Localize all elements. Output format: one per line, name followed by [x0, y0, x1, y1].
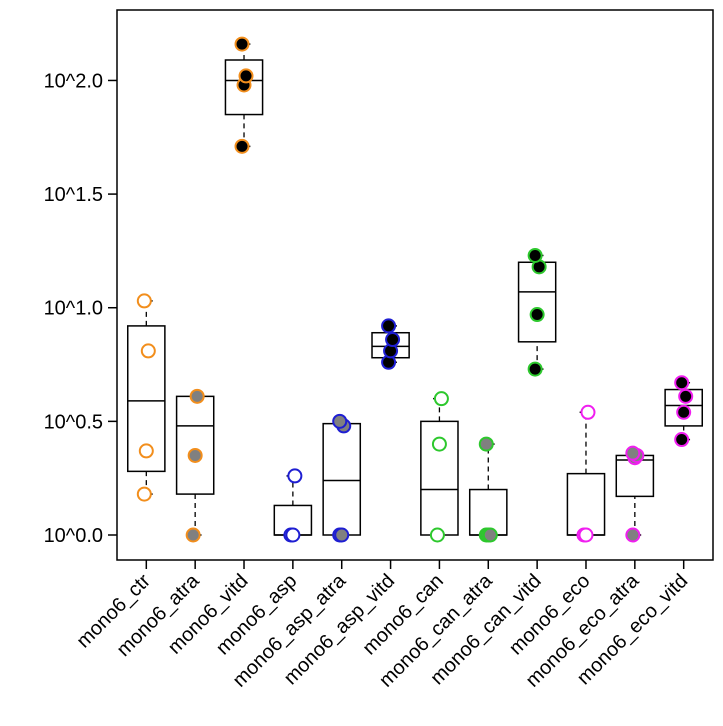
data-point [431, 436, 447, 452]
y-tick-label: 10^2.0 [44, 70, 103, 92]
y-tick-label: 10^0.5 [44, 411, 103, 433]
data-point [287, 468, 303, 484]
data-point [136, 293, 152, 309]
box-iqr [224, 59, 264, 116]
data-point [285, 527, 301, 543]
points-layer [136, 36, 694, 543]
data-point [678, 388, 694, 404]
data-point [674, 375, 690, 391]
box-group [420, 397, 459, 536]
y-axis: 10^0.0 10^0.5 10^1.0 10^1.5 10^2.0 [44, 70, 117, 547]
plot-frame [116, 9, 714, 561]
data-point [674, 432, 690, 448]
box-group [566, 411, 606, 536]
data-point [334, 527, 350, 543]
data-point [529, 307, 545, 323]
box-group [468, 443, 508, 536]
data-point [138, 443, 154, 459]
box-group [126, 300, 166, 495]
data-point [676, 404, 692, 420]
data-point [429, 527, 445, 543]
y-tick-label: 10^1.0 [44, 298, 103, 320]
data-point [136, 486, 152, 502]
box-iqr [175, 395, 215, 495]
data-point [527, 247, 543, 263]
data-point [482, 527, 498, 543]
data-point [625, 445, 641, 461]
data-point [234, 138, 250, 154]
data-point [140, 343, 156, 359]
data-point [578, 527, 594, 543]
box-group [322, 420, 362, 536]
box-iqr [566, 472, 606, 536]
box-group [224, 43, 264, 148]
data-point [381, 318, 397, 334]
box-group [273, 475, 313, 536]
data-point [527, 361, 543, 377]
x-axis: mono6_ctrmono6_atramono6_vitdmono6_aspmo… [72, 560, 692, 692]
boxes-layer [126, 43, 704, 536]
data-point [580, 404, 596, 420]
data-point [332, 413, 348, 429]
data-point [238, 68, 254, 84]
data-point [189, 388, 205, 404]
data-point [478, 436, 494, 452]
box-group [175, 395, 215, 536]
y-tick-label: 10^0.0 [44, 525, 103, 547]
y-tick-label: 10^1.5 [44, 184, 103, 206]
data-point [385, 332, 401, 348]
box-iqr [126, 325, 166, 473]
data-point [433, 391, 449, 407]
data-point [185, 527, 201, 543]
box-iqr [517, 261, 557, 343]
box-group [615, 452, 655, 536]
box-iqr [322, 422, 362, 536]
data-point [187, 447, 203, 463]
data-point [625, 527, 641, 543]
data-point [234, 36, 250, 52]
